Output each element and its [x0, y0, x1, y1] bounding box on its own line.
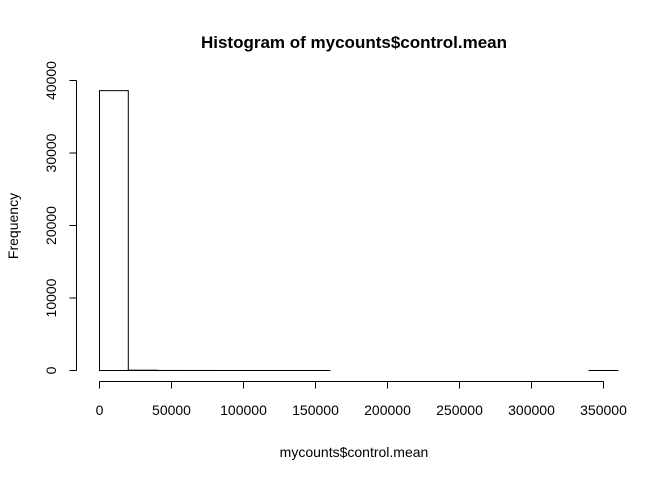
y-tick-label: 20000	[43, 206, 59, 245]
y-axis-label: Frequency	[5, 193, 21, 259]
y-tick-label: 40000	[43, 61, 59, 100]
x-tick-label: 250000	[436, 402, 483, 418]
x-tick-label: 0	[96, 402, 104, 418]
histogram-bars	[99, 90, 619, 372]
x-tick-label: 350000	[580, 402, 627, 418]
x-tick-label: 50000	[152, 402, 191, 418]
x-tick-label: 150000	[292, 402, 339, 418]
chart-title: Histogram of mycounts$control.mean	[201, 33, 507, 52]
x-tick-label: 200000	[364, 402, 411, 418]
x-axis-label: mycounts$control.mean	[280, 444, 429, 460]
y-tick-label: 0	[43, 366, 59, 374]
y-tick-label: 30000	[43, 133, 59, 172]
x-tick-label: 300000	[508, 402, 555, 418]
y-tick-label: 10000	[43, 278, 59, 317]
y-axis: 0 10000 20000 30000 40000	[43, 61, 77, 374]
histogram-bar	[99, 90, 129, 372]
x-tick-label: 100000	[220, 402, 267, 418]
x-axis: 0 50000 100000 150000 200000 250000 300000 3500…	[96, 381, 627, 418]
